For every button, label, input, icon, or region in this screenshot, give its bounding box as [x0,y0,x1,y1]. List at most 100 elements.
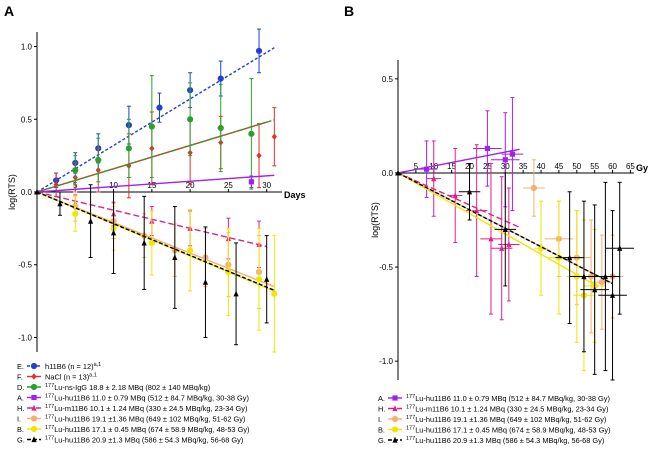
data-point-F [256,152,262,159]
legend-text: 177Lu-hu11B6 20.9 ±1.3 MBq (586 ± 54.3 M… [45,436,243,445]
data-point-A [509,151,516,157]
origin-marker [34,189,40,195]
data-point-G [581,273,587,280]
legend-item-E: E. h11B6 (n = 12)a,1 [17,362,101,371]
y-tick-label: 0.5 [21,115,33,124]
legend-label: Lu-hu11B6 20.9 ±1.3 MBq (586 ± 54.3 MBq/… [54,436,243,445]
data-point-I [598,279,605,286]
data-point-G [609,292,616,298]
legend-text: 177Lu-hu11B6 20.9 ±1.3 MBq (586 ± 54.3 M… [406,436,604,445]
legend-label: Lu-m11B6 10.1 ± 1.24 MBq (330 ± 24.5 MBq… [415,405,608,414]
legend-item-H: H. 177Lu-m11B6 10.1 ± 1.24 MBq (330 ± 24.… [17,404,247,413]
series-A [36,174,275,193]
legend-item-I: I. 177Lu-hu11B6 19.1 ±1.36 MBq (649 ± 102… [378,415,606,424]
x-tick-label: 50 [572,162,581,171]
legend-superscript: 177 [406,405,415,411]
legend-marker [31,436,37,443]
chart-b: -1.0-0.50.00.55101520253035404550556065l… [370,60,648,381]
legend-label: Lu-m11B6 10.1 ± 1.24 MBq (330 ± 24.5 MBq… [54,404,247,413]
legend-item-A: A. 177Lu-hu11B6 11.0 ± 0.79 MBq (512 ± 84… [378,394,610,403]
legend-label: Lu-hu11B6 11.0 ± 0.79 MBq (512 ± 84.7 MB… [54,394,249,403]
legend-key: G. [378,436,386,445]
legend-marker [30,362,38,370]
legend-key: E. [17,362,24,371]
legend-label: Lu-hu11B6 17.1 ± 0.45 MBq (674 ± 58.9 MB… [54,425,249,434]
legend-marker [30,425,38,433]
legend-label: Lu-hu11B6 17.1 ± 0.45 MBq (674 ± 58.9 MB… [415,426,610,435]
legend-text: 177Lu-hu11B6 11.0 ± 0.79 MBq (512 ± 84.7… [45,394,249,403]
data-point-G [466,188,473,195]
x-tick-label: 5 [414,162,419,171]
series-E [36,28,275,193]
legend-superscript: 177 [45,394,54,400]
data-point-D [95,156,102,164]
legend-superscript: 177 [406,415,415,421]
legend-label: Lu-hu11B6 19.1 ±1.36 MBq (649 ± 102 MBq/… [54,415,245,424]
legend-item-G: G. 177Lu-hu11B6 20.9 ±1.3 MBq (586 ± 54.3… [17,436,243,445]
data-point-G [602,273,608,280]
data-point-G [592,286,598,293]
series-D [36,75,275,193]
y-tick-label: -0.5 [18,261,32,270]
legend-key: F. [17,373,23,382]
fit-line-G [36,191,275,291]
data-point-G [502,226,508,233]
legend-marker [391,415,399,423]
legend-label: Lu-ns-IgG 18.8 ± 2.18 MBq (802 ± 140 MBq… [54,383,210,392]
legend-key: A. [17,394,24,403]
x-axis-unit-label: Gy [636,163,648,173]
legend-key: I. [17,415,21,424]
legend-a: E. h11B6 (n = 12)a,1F. NaCl (n = 13)a,1D. 1… [17,362,250,445]
legend-marker [31,373,37,380]
data-point-H [474,207,480,214]
legend-key: B. [17,425,24,434]
legend-item-B: B. 177Lu-hu11B6 17.1 ± 0.45 MBq (674 ± 58… [378,426,611,435]
legend-item-F: F. NaCl (n = 13)a,1 [17,373,97,382]
y-axis-label: log(RTS) [370,202,380,238]
legend-key: A. [378,394,385,403]
legend-superscript: a,1 [89,373,97,379]
fit-line-H [397,172,520,228]
data-point-A [484,145,490,152]
legend-label: h11B6 (n = 12) [45,362,94,371]
legend-text: 177Lu-hu11B6 11.0 ± 0.79 MBq (512 ± 84.7… [406,394,610,403]
legend-text: 177Lu-hu11B6 19.1 ±1.36 MBq (649 ± 102 M… [406,415,606,424]
data-point-A [502,157,508,163]
legend-text: 177Lu-hu11B6 17.1 ± 0.45 MBq (674 ± 58.9… [45,425,250,434]
x-tick-label: 60 [608,162,617,171]
panel-b-label: B [344,3,354,19]
x-tick-label: 65 [626,162,635,171]
legend-superscript: 177 [45,383,54,389]
data-point-E [156,104,163,111]
legend-key: H. [17,404,24,413]
legend-key: D. [17,383,24,392]
data-point-G [202,278,209,285]
legend-label: Lu-hu11B6 11.0 ± 0.79 MBq (512 ± 84.7 MB… [415,394,610,403]
legend-item-G: G. 177Lu-hu11B6 20.9 ±1.3 MBq (586 ± 54.3… [378,436,604,445]
legend-label: Lu-hu11B6 20.9 ±1.3 MBq (586 ± 54.3 MBq/… [415,436,604,445]
y-tick-label: -0.5 [379,263,393,272]
panel-a-label: A [4,3,14,19]
legend-superscript: 177 [45,425,54,431]
series-G [397,163,634,381]
data-point-I [530,184,537,192]
legend-item-D: D. 177Lu-ns-IgG 18.8 ± 2.18 MBq (802 ± 14… [17,383,210,392]
origin-marker [395,169,401,176]
legend-marker [31,404,37,411]
data-point-D [72,167,79,174]
data-point-D [187,116,194,123]
legend-text: 177Lu-ns-IgG 18.8 ± 2.18 MBq (802 ± 140 … [45,383,210,392]
series-A [397,97,524,212]
data-point-G [141,239,147,246]
series-I [36,191,275,309]
legend-marker [31,394,37,401]
legend-marker [30,415,38,422]
data-point-B [187,247,194,254]
legend-text: h11B6 (n = 12)a,1 [45,362,101,371]
x-tick-label: 30 [262,181,271,190]
x-tick-label: 40 [537,162,546,171]
data-point-A [248,179,254,185]
data-point-G [233,290,239,297]
x-tick-label: 45 [554,162,563,171]
